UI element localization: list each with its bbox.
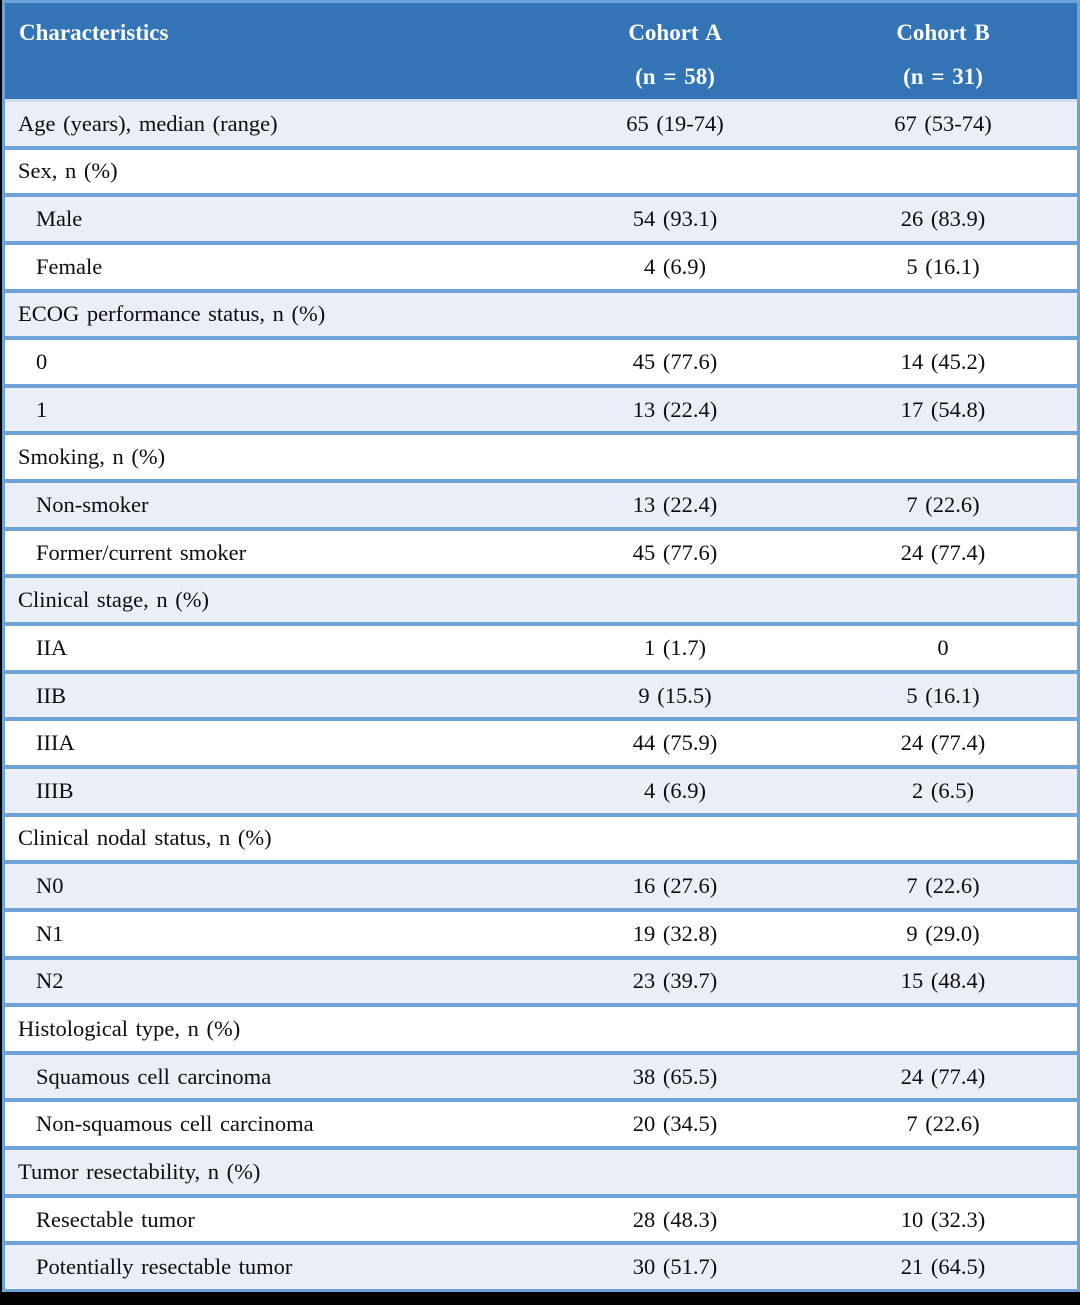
cohort-b-value: 5 (16.1) [906,682,980,708]
row-label: IIB [36,682,66,708]
cohort-a-value: 13 (22.4) [632,396,718,422]
cohort-b-value: 15 (48.4) [900,968,986,994]
table-row-male: Male 54 (93.1) 26 (83.9) [5,193,1077,241]
row-label: Smoking, n (%) [18,444,166,470]
table-row-squamous: Squamous cell carcinoma 38 (65.5) 24 (77… [5,1050,1077,1099]
table-row-former-current-smoker: Former/current smoker 45 (77.6) 24 (77.4… [5,526,1077,575]
table-row-ecog-0: 0 45 (77.6) 14 (45.2) [5,336,1077,384]
table-row-clinical-stage-section: Clinical stage, n (%) [5,574,1077,623]
cohort-a-value: 20 (34.5) [632,1111,718,1137]
row-label: N0 [36,873,64,899]
cohort-a-value: 13 (22.4) [632,491,718,517]
row-label: IIIA [36,730,75,756]
row-label: Potentially resectable tumor [36,1254,293,1280]
row-label: Female [36,253,103,279]
column-header-cohort-b: Cohort B (n = 31) [809,3,1077,99]
table-row-non-smoker: Non-smoker 13 (22.4) 7 (22.6) [5,479,1077,527]
table-row-n1: N1 19 (32.8) 9 (29.0) [5,907,1077,956]
cohort-b-value: 0 [937,634,949,660]
cohort-a-value: 19 (32.8) [632,920,718,946]
cohort-a-value: 38 (65.5) [632,1063,718,1089]
row-label: 0 [36,349,48,375]
row-label: Non-squamous cell carcinoma [36,1111,314,1137]
cohort-b-value: 14 (45.2) [900,349,986,375]
table-row-n0: N0 16 (27.6) 7 (22.6) [5,860,1077,908]
cohort-a-value: 44 (75.9) [632,730,718,756]
cohort-a-value: 4 (6.9) [644,777,706,803]
row-label: Histological type, n (%) [18,1015,241,1041]
table-row-histology-section: Histological type, n (%) [5,1003,1077,1051]
cohort-a-value: 9 (15.5) [638,682,712,708]
bottom-black-bar [2,1292,1080,1305]
cohort-a-value: 16 (27.6) [632,873,718,899]
row-label: N2 [36,968,64,994]
table-row-stage-iiib: IIIB 4 (6.9) 2 (6.5) [5,764,1077,813]
cohort-b-value: 2 (6.5) [912,777,974,803]
table-row-female: Female 4 (6.9) 5 (16.1) [5,240,1077,289]
table-row-sex-section: Sex, n (%) [5,145,1077,194]
table-row-resectable: Resectable tumor 28 (48.3) 10 (32.3) [5,1193,1077,1242]
table-row-ecog-1: 1 13 (22.4) 17 (54.8) [5,383,1077,432]
table-row-stage-iiia: IIIA 44 (75.9) 24 (77.4) [5,717,1077,765]
cohort-b-value: 7 (22.6) [906,491,980,517]
cohort-a-value: 23 (39.7) [632,968,718,994]
column-header-characteristics: Characteristics [19,20,169,45]
cohort-a-value: 30 (51.7) [632,1254,718,1280]
cohort-a-value: 45 (77.6) [632,349,718,375]
cohort-a-value: 28 (48.3) [632,1206,718,1232]
cohort-b-value: 10 (32.3) [900,1206,986,1232]
cohort-a-value: 45 (77.6) [632,539,718,565]
cohort-a-value: 1 (1.7) [644,634,706,660]
table-row-non-squamous: Non-squamous cell carcinoma 20 (34.5) 7 … [5,1098,1077,1147]
row-label: Clinical nodal status, n (%) [18,825,272,851]
cohort-b-value: 7 (22.6) [906,1111,980,1137]
cohort-b-value: 26 (83.9) [900,206,986,232]
cohort-a-value: 54 (93.1) [632,206,718,232]
table-row-stage-iib: IIB 9 (15.5) 5 (16.1) [5,669,1077,718]
table-row-stage-iia: IIA 1 (1.7) 0 [5,622,1077,670]
cohort-b-value: 7 (22.6) [906,873,980,899]
cohort-a-title: Cohort A [628,20,722,45]
table-row-ecog-section: ECOG performance status, n (%) [5,288,1077,337]
table-row-nodal-status-section: Clinical nodal status, n (%) [5,812,1077,861]
row-label: Squamous cell carcinoma [36,1063,272,1089]
row-label: Non-smoker [36,491,149,517]
row-label: ECOG performance status, n (%) [18,301,326,327]
cohort-b-value: 9 (29.0) [906,920,980,946]
row-label: N1 [36,920,64,946]
table-row-potentially-resectable: Potentially resectable tumor 30 (51.7) 2… [5,1241,1077,1290]
row-label: Tumor resectability, n (%) [18,1158,261,1184]
cohort-b-value: 21 (64.5) [900,1254,986,1280]
cohort-b-value: 24 (77.4) [900,539,986,565]
column-header-cohort-a: Cohort A (n = 58) [541,3,809,99]
cohort-a-value: 65 (19-74) [626,110,724,136]
row-label: Clinical stage, n (%) [18,587,209,613]
table-row-n2: N2 23 (39.7) 15 (48.4) [5,955,1077,1004]
cohort-b-title: Cohort B [896,20,990,45]
cohort-b-value: 5 (16.1) [906,253,980,279]
cohort-b-value: 17 (54.8) [900,396,986,422]
cohort-b-n: (n = 31) [903,64,983,89]
table-row-age: Age (years), median (range) 65 (19-74) 6… [5,99,1077,146]
table-body: Age (years), median (range) 65 (19-74) 6… [5,99,1077,1290]
table-row-resectability-section: Tumor resectability, n (%) [5,1146,1077,1194]
row-label: Sex, n (%) [18,158,118,184]
row-label: Male [36,206,83,232]
cohort-b-value: 24 (77.4) [900,730,986,756]
table-header-row: Characteristics Cohort A (n = 58) Cohort… [5,3,1077,99]
row-label: IIA [36,634,68,660]
row-label: Resectable tumor [36,1206,195,1232]
row-label: IIIB [36,777,74,803]
row-label: 1 [36,396,48,422]
cohort-b-value: 24 (77.4) [900,1063,986,1089]
row-label: Former/current smoker [36,539,247,565]
row-label: Age (years), median (range) [18,110,278,136]
cohort-a-n: (n = 58) [635,64,715,89]
table-row-smoking-section: Smoking, n (%) [5,431,1077,480]
cohort-a-value: 4 (6.9) [644,253,706,279]
cohort-b-value: 67 (53-74) [894,110,992,136]
